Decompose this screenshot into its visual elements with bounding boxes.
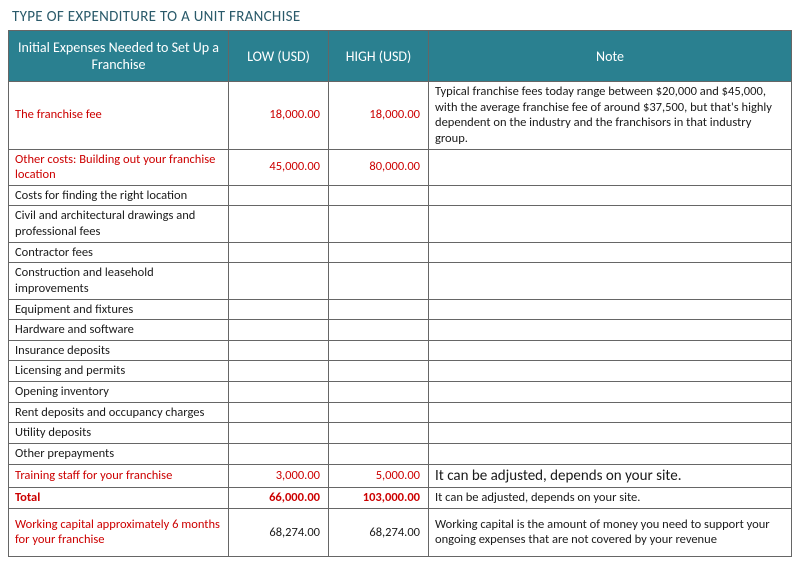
table-row: Licensing and permits: [9, 361, 792, 382]
cell-note: [429, 299, 792, 320]
cell-high: 103,000.00: [329, 488, 429, 509]
cell-expense: Construction and leasehold improvements: [9, 263, 229, 299]
col-header-expense: Initial Expenses Needed to Set Up a Fran…: [9, 31, 229, 82]
cell-high: [329, 423, 429, 444]
cell-note: [429, 149, 792, 185]
page-title: TYPE OF EXPENDITURE TO A UNIT FRANCHISE: [12, 8, 792, 26]
cell-expense: Working capital approximately 6 months f…: [9, 508, 229, 556]
cell-low: 18,000.00: [229, 82, 329, 150]
table-row: Other costs: Building out your franchise…: [9, 149, 792, 185]
cell-high: [329, 382, 429, 403]
cell-note: [429, 263, 792, 299]
cell-high: 80,000.00: [329, 149, 429, 185]
cell-low: [229, 423, 329, 444]
cell-expense: Utility deposits: [9, 423, 229, 444]
cell-expense: Licensing and permits: [9, 361, 229, 382]
table-row: Total66,000.00103,000.00It can be adjust…: [9, 488, 792, 509]
table-row: Opening inventory: [9, 382, 792, 403]
cell-high: [329, 361, 429, 382]
cell-note: Working capital is the amount of money y…: [429, 508, 792, 556]
table-row: The franchise fee18,000.0018,000.00Typic…: [9, 82, 792, 150]
cell-low: 45,000.00: [229, 149, 329, 185]
cell-expense: Opening inventory: [9, 382, 229, 403]
table-row: Utility deposits: [9, 423, 792, 444]
expenditure-table: Initial Expenses Needed to Set Up a Fran…: [8, 30, 792, 557]
header-row: Initial Expenses Needed to Set Up a Fran…: [9, 31, 792, 82]
table-row: Civil and architectural drawings and pro…: [9, 206, 792, 242]
cell-high: [329, 320, 429, 341]
cell-high: [329, 263, 429, 299]
cell-high: 68,274.00: [329, 508, 429, 556]
table-row: Other prepayments: [9, 443, 792, 464]
table-row: Working capital approximately 6 months f…: [9, 508, 792, 556]
cell-low: 3,000.00: [229, 464, 329, 488]
cell-high: [329, 242, 429, 263]
cell-low: [229, 320, 329, 341]
table-row: Rent deposits and occupancy charges: [9, 402, 792, 423]
cell-low: [229, 402, 329, 423]
cell-note: Typical franchise fees today range betwe…: [429, 82, 792, 150]
cell-low: 66,000.00: [229, 488, 329, 509]
table-row: Insurance deposits: [9, 340, 792, 361]
table-body: The franchise fee18,000.0018,000.00Typic…: [9, 82, 792, 557]
cell-note: [429, 242, 792, 263]
col-header-high: HIGH (USD): [329, 31, 429, 82]
col-header-low: LOW (USD): [229, 31, 329, 82]
table-row: Equipment and fixtures: [9, 299, 792, 320]
cell-expense: Other prepayments: [9, 443, 229, 464]
cell-low: [229, 242, 329, 263]
cell-expense: Insurance deposits: [9, 340, 229, 361]
cell-note: It can be adjusted, depends on your site…: [429, 488, 792, 509]
cell-expense: Rent deposits and occupancy charges: [9, 402, 229, 423]
cell-note: [429, 382, 792, 403]
cell-low: [229, 382, 329, 403]
cell-low: [229, 299, 329, 320]
cell-low: [229, 263, 329, 299]
cell-low: [229, 361, 329, 382]
cell-expense: Hardware and software: [9, 320, 229, 341]
cell-high: [329, 402, 429, 423]
cell-expense: Total: [9, 488, 229, 509]
cell-expense: Contractor fees: [9, 242, 229, 263]
cell-expense: The franchise fee: [9, 82, 229, 150]
cell-low: [229, 340, 329, 361]
cell-note: [429, 340, 792, 361]
cell-high: 5,000.00: [329, 464, 429, 488]
cell-high: [329, 340, 429, 361]
cell-high: [329, 299, 429, 320]
cell-note: [429, 361, 792, 382]
cell-note: [429, 402, 792, 423]
cell-expense: Other costs: Building out your franchise…: [9, 149, 229, 185]
cell-high: [329, 443, 429, 464]
cell-high: [329, 206, 429, 242]
cell-low: [229, 185, 329, 206]
cell-note: [429, 320, 792, 341]
cell-expense: Civil and architectural drawings and pro…: [9, 206, 229, 242]
cell-high: 18,000.00: [329, 82, 429, 150]
cell-note: [429, 206, 792, 242]
cell-note: [429, 443, 792, 464]
table-row: Contractor fees: [9, 242, 792, 263]
cell-expense: Equipment and fixtures: [9, 299, 229, 320]
table-row: Training staff for your franchise3,000.0…: [9, 464, 792, 488]
cell-expense: Training staff for your franchise: [9, 464, 229, 488]
cell-high: [329, 185, 429, 206]
cell-note: [429, 423, 792, 444]
table-row: Construction and leasehold improvements: [9, 263, 792, 299]
cell-expense: Costs for finding the right location: [9, 185, 229, 206]
cell-note: It can be adjusted, depends on your site…: [429, 464, 792, 488]
col-header-note: Note: [429, 31, 792, 82]
table-row: Costs for finding the right location: [9, 185, 792, 206]
cell-low: 68,274.00: [229, 508, 329, 556]
cell-low: [229, 206, 329, 242]
table-row: Hardware and software: [9, 320, 792, 341]
cell-note: [429, 185, 792, 206]
cell-low: [229, 443, 329, 464]
